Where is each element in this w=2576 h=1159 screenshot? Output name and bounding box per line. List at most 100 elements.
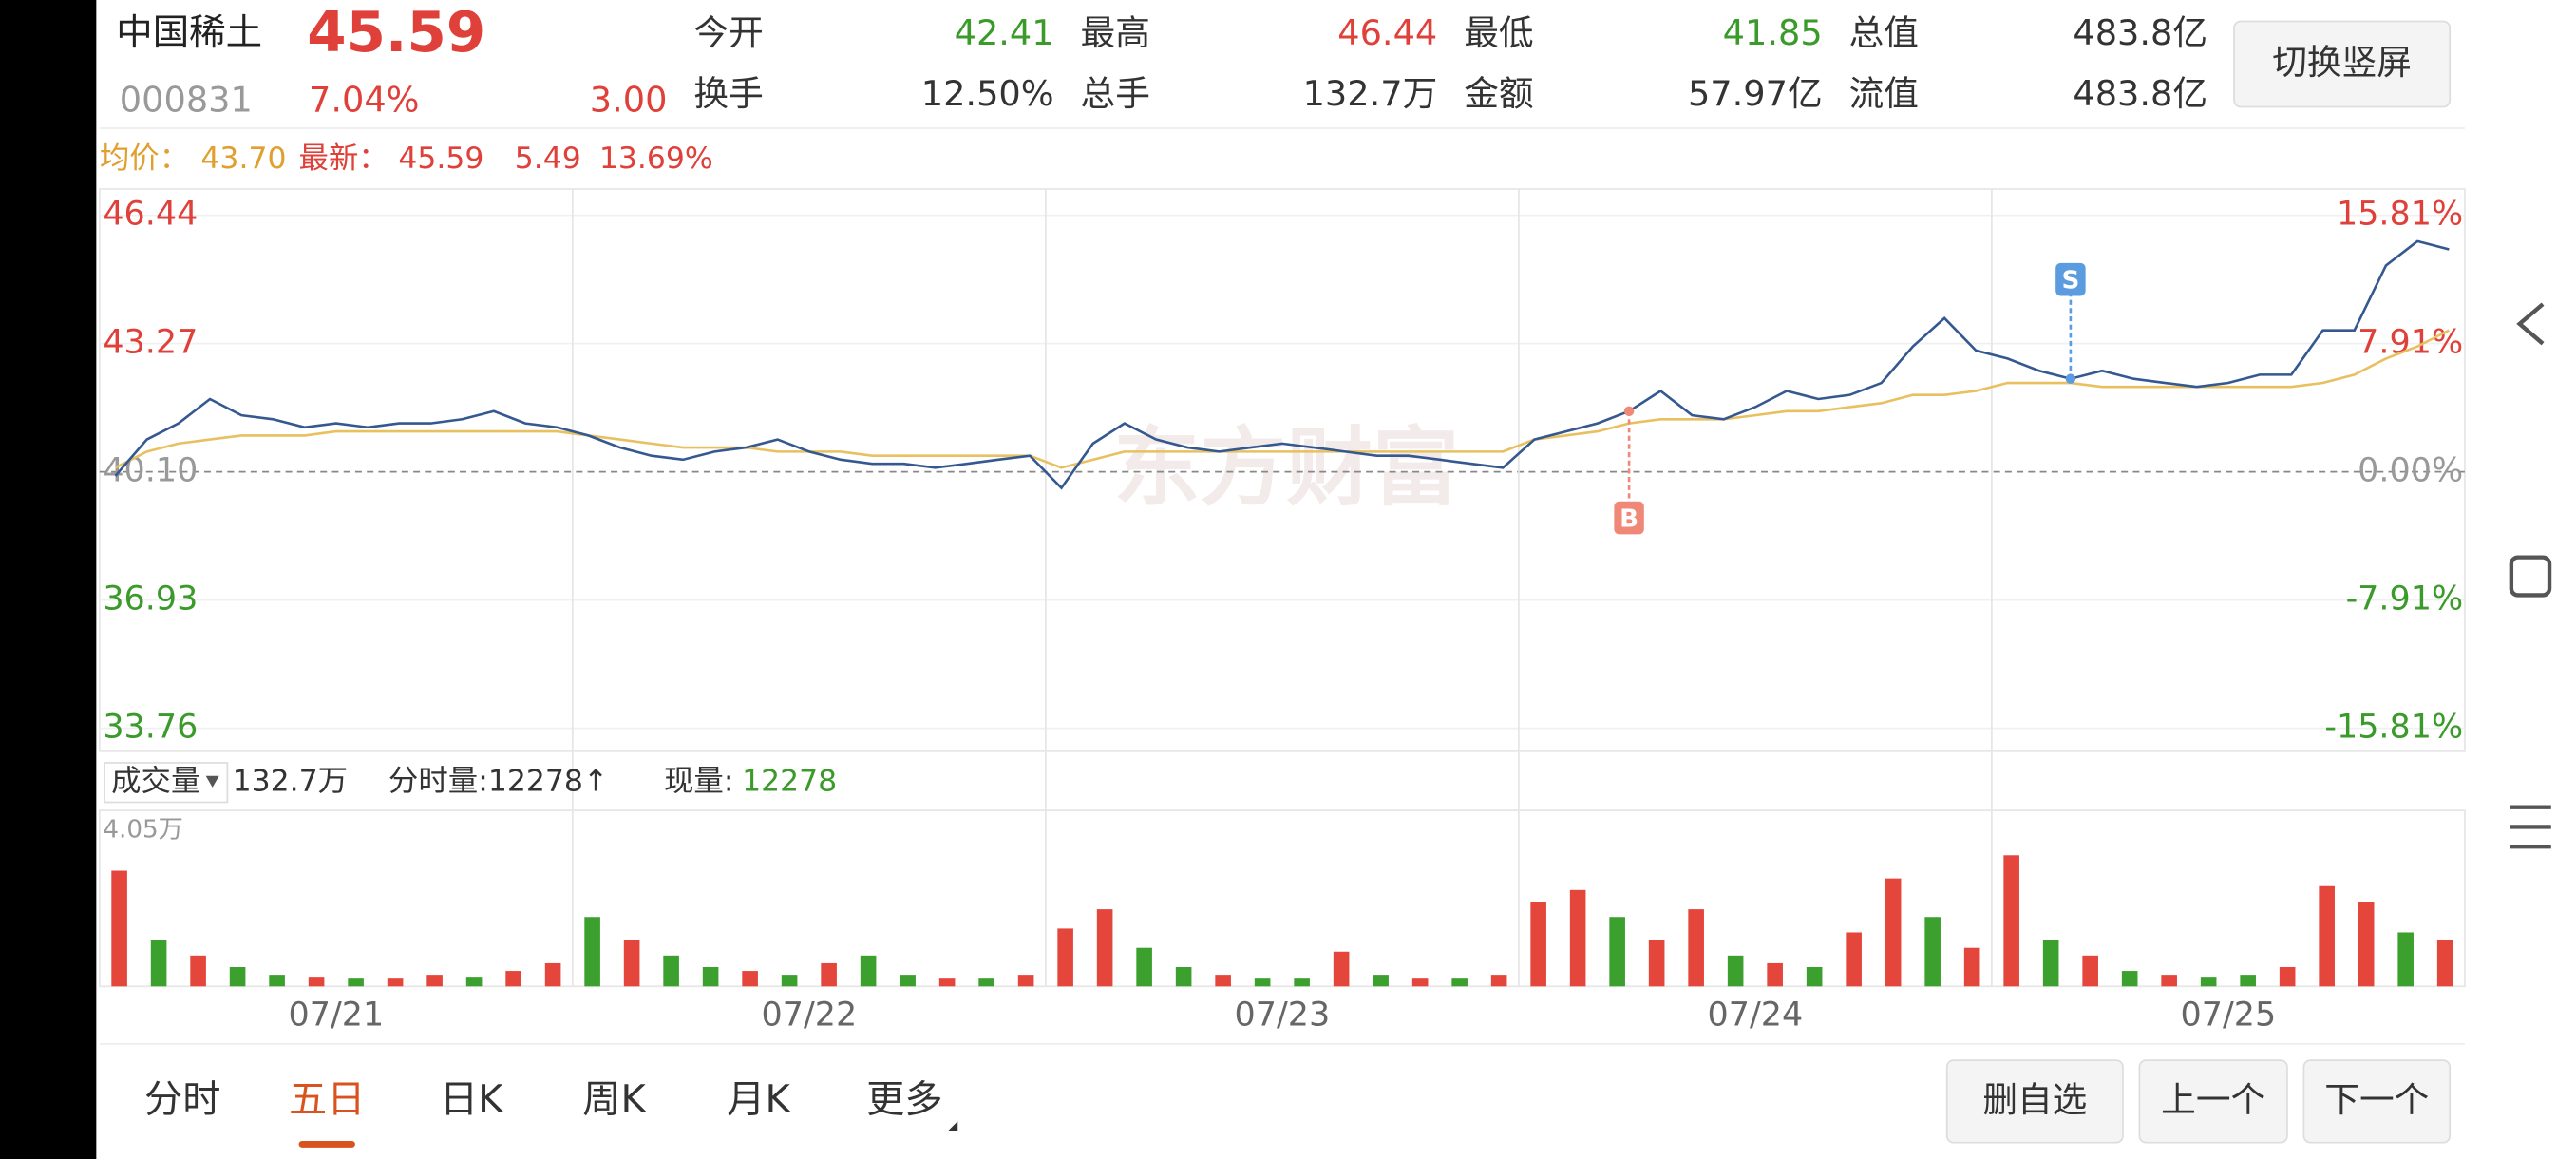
volume-bar — [544, 962, 561, 987]
watermark: 东方财富 — [1114, 419, 1459, 518]
action-label: 删自选 — [1982, 1079, 2087, 1120]
nav-home[interactable] — [2509, 555, 2552, 598]
quote-value: 42.41 — [955, 12, 1054, 53]
quote-value: 12.50% — [921, 73, 1054, 114]
volume-bar — [1530, 901, 1546, 987]
marker-label: B — [1619, 504, 1638, 533]
tab[interactable]: 五日 — [289, 1078, 365, 1122]
quote-value: 57.97亿 — [1688, 73, 1823, 114]
quote-label: 总手 — [1081, 73, 1150, 114]
volume-bar — [111, 870, 127, 987]
volume-bar — [150, 940, 167, 987]
volume-bar — [1017, 975, 1034, 987]
y-tick-label: 46.44 — [103, 196, 198, 234]
quote-label: 今开 — [693, 12, 763, 53]
volume-selector[interactable] — [104, 762, 229, 804]
switch-label: 切换竖屏 — [2272, 42, 2412, 83]
last-label: 最新： — [299, 142, 388, 176]
x-tick-label: 07/23 — [1235, 997, 1331, 1035]
volume-bar — [1648, 940, 1665, 987]
quote-label: 换手 — [693, 73, 763, 114]
quote-value: 483.8亿 — [2073, 12, 2207, 53]
volume-bar — [1885, 878, 1902, 987]
y-tick-label: 33.76 — [103, 709, 198, 747]
volume-bar — [2003, 855, 2019, 987]
volume-bar — [1846, 932, 1862, 987]
volume-bar — [2279, 967, 2296, 987]
marker-box — [2055, 262, 2086, 296]
quote-label: 金额 — [1464, 73, 1533, 114]
volume-bar — [1254, 978, 1271, 987]
volume-frame — [98, 809, 2466, 988]
action-label: 下一个 — [2324, 1079, 2429, 1120]
stock-code: 000831 — [120, 80, 253, 121]
volume-bar — [2240, 975, 2256, 987]
quote-value: 132.7万 — [1303, 73, 1438, 114]
volume-bar — [742, 971, 758, 987]
volume-bar — [2200, 977, 2217, 987]
change: 3.00 — [590, 80, 668, 121]
y-tick-label: 43.27 — [103, 324, 198, 362]
tab-underline — [298, 1140, 355, 1148]
action-button[interactable] — [2138, 1059, 2288, 1144]
tab[interactable]: 周K — [582, 1078, 647, 1122]
volume-bar — [1490, 975, 1507, 987]
y2-tick-label: -15.81% — [2324, 709, 2463, 747]
nav-menu[interactable] — [2510, 805, 2551, 849]
avg-label: 均价： — [100, 142, 189, 176]
tab[interactable]: 月K — [727, 1078, 791, 1122]
volume-bar — [1057, 928, 1073, 987]
volume-bar — [2161, 975, 2177, 987]
volume-bar — [663, 955, 679, 987]
volume-bar — [1096, 909, 1113, 987]
action-button[interactable] — [1945, 1059, 2124, 1144]
action-label: 上一个 — [2161, 1079, 2265, 1120]
volume-bar — [387, 978, 404, 987]
stock-price: 45.59 — [307, 0, 485, 65]
tab[interactable]: 更多 — [866, 1078, 942, 1122]
y2-tick-label: 7.91% — [2358, 324, 2463, 362]
volume-bar — [2319, 885, 2335, 987]
volume-bar — [702, 967, 719, 987]
price-frame — [98, 188, 2466, 752]
tab[interactable]: 日K — [440, 1078, 504, 1122]
volume-bar — [2082, 955, 2098, 987]
volume-bar — [2397, 932, 2414, 987]
now-value: 12278 — [742, 765, 837, 799]
volume-bar — [623, 940, 640, 987]
quote-value: 483.8亿 — [2073, 73, 2207, 114]
volume-bar — [1569, 889, 1586, 987]
marker-box — [1614, 501, 1644, 535]
action-button[interactable] — [2302, 1059, 2452, 1144]
volume-bar — [1767, 962, 1783, 987]
volume-bar — [1963, 947, 1980, 987]
volume-bar — [584, 917, 600, 987]
volume-bar — [505, 971, 521, 987]
marker-label: S — [2061, 266, 2079, 294]
now-label: 现量: — [664, 765, 733, 799]
volume-bar — [269, 975, 285, 987]
volume-bar — [978, 978, 994, 987]
volume-bar — [426, 975, 443, 987]
volume-bar — [1451, 978, 1468, 987]
volume-bar — [348, 978, 364, 987]
volume-label: 成交量 — [111, 765, 200, 799]
volume-bar — [900, 975, 916, 987]
y2-tick-label: -7.91% — [2346, 580, 2464, 618]
more-arrow — [947, 1121, 958, 1131]
marker-dot — [1623, 406, 1635, 416]
quote-value: 41.85 — [1723, 12, 1823, 53]
tab[interactable]: 分时 — [144, 1078, 220, 1122]
switch-button[interactable] — [2233, 20, 2452, 108]
volume-bar — [229, 967, 246, 987]
line-price — [114, 239, 2450, 490]
volume-bar — [190, 955, 206, 987]
volume-bar — [308, 977, 325, 987]
nav-back[interactable] — [2516, 302, 2545, 346]
volume-bar — [1727, 955, 1744, 987]
volume-arrow — [205, 775, 219, 788]
volume-bar — [2121, 971, 2138, 987]
volume-bar — [821, 962, 837, 987]
y-tick-label: 40.10 — [103, 452, 198, 490]
volume-bar — [938, 978, 956, 987]
